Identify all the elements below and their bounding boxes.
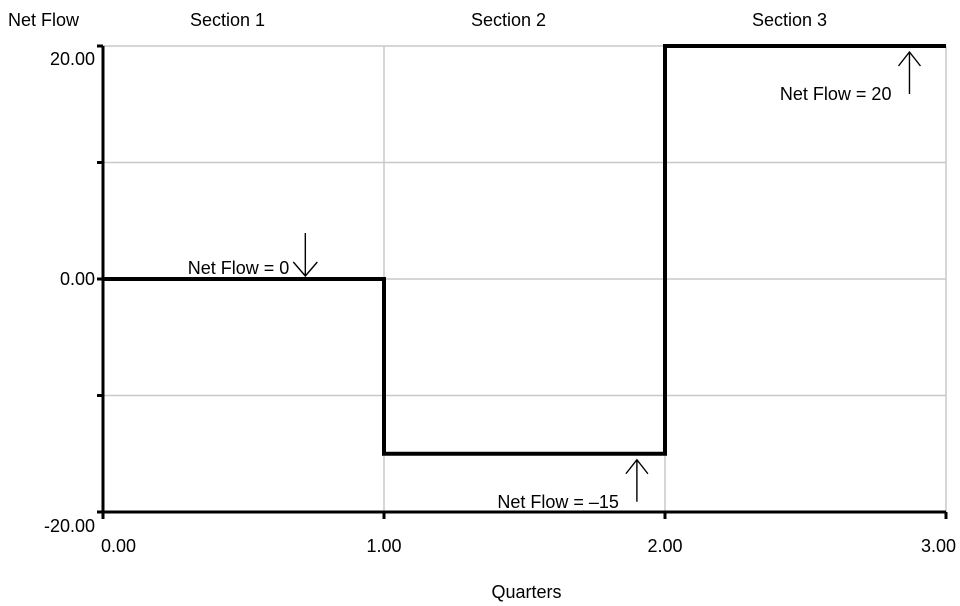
series-layer [103, 44, 946, 456]
section-label: Section 1 [190, 10, 265, 30]
y-tick-label: -20.00 [44, 516, 95, 536]
series-line [103, 44, 946, 456]
x-tick-label: 1.00 [366, 536, 401, 556]
x-axis-title: Quarters [491, 582, 561, 602]
annotation-label: Net Flow = 0 [188, 258, 290, 278]
arrow-up-icon [625, 458, 649, 502]
annotation-label: Net Flow = –15 [497, 492, 619, 512]
x-tick-label: 2.00 [647, 536, 682, 556]
y-tick-label: 20.00 [50, 49, 95, 69]
annotation-label: Net Flow = 20 [780, 84, 892, 104]
x-tick-label: 3.00 [921, 536, 956, 556]
x-tick-label: 0.00 [101, 536, 136, 556]
section-label: Section 3 [752, 10, 827, 30]
arrow-up-icon [897, 50, 922, 94]
y-axis-title: Net Flow [8, 10, 80, 30]
section-label: Section 2 [471, 10, 546, 30]
y-tick-label: 0.00 [60, 269, 95, 289]
arrow-down-icon [292, 233, 318, 278]
axes [97, 44, 948, 519]
labels: 20.00 0.00 -20.00 0.00 1.00 2.00 3.00 Net Flow Q… [8, 10, 956, 602]
annotations: Net Flow = 0 Net Flow = –15 Net Flow = 20 [188, 50, 922, 512]
